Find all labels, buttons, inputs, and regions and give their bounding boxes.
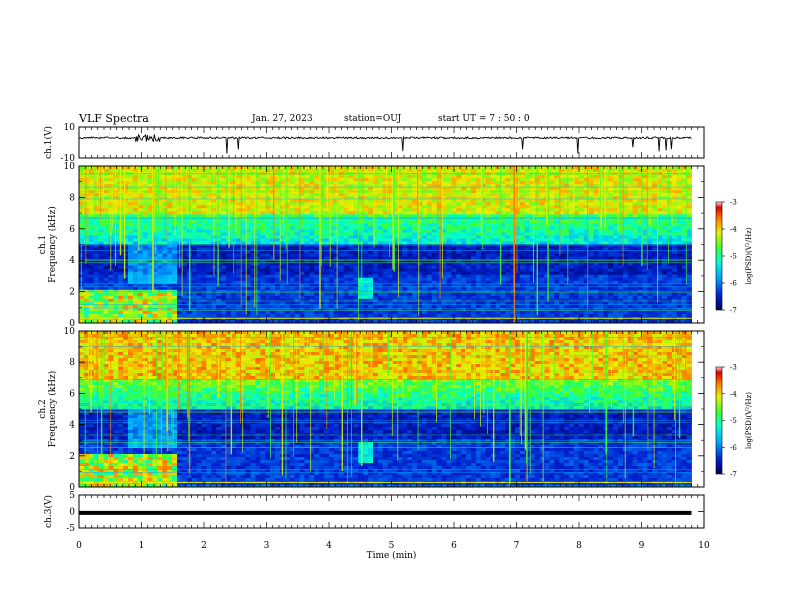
- y-axis-label: ch.1: [38, 235, 48, 254]
- colorbar: [715, 366, 723, 475]
- colorbar-label: log(PSD)(V²/Hz): [745, 392, 753, 449]
- y-tick-label: 0: [69, 319, 75, 329]
- y-tick-label: 10: [64, 162, 76, 172]
- colorbar: [715, 201, 723, 311]
- colorbar-label: log(PSD)(V²/Hz): [745, 227, 753, 284]
- chart-title: VLF Spectra: [79, 112, 149, 125]
- y-tick-label: -10: [61, 154, 76, 164]
- start-time-label: start UT = 7 : 50 : 0: [438, 114, 530, 124]
- y-tick-label: 8: [69, 358, 75, 368]
- x-axis-label: Time (min): [367, 550, 417, 561]
- colorbar-tick-label: -4: [730, 390, 737, 398]
- x-tick-label: 1: [139, 541, 145, 551]
- station-label: station=OUJ: [344, 114, 402, 124]
- y-tick-label: 0: [69, 508, 75, 518]
- x-tick-label: 7: [514, 541, 520, 551]
- spectrogram-ch1: [79, 166, 692, 324]
- colorbar-tick-label: -6: [730, 444, 737, 452]
- y-tick-label: 2: [69, 288, 75, 298]
- x-tick-label: 6: [451, 541, 457, 551]
- y-axis-label: ch.1(V): [43, 126, 54, 159]
- y-tick-label: 2: [69, 452, 75, 462]
- spectrogram-ch2: [79, 331, 692, 488]
- x-tick-label: 4: [326, 541, 332, 551]
- date-label: Jan. 27, 2023: [252, 114, 313, 124]
- colorbar-tick-label: -5: [730, 417, 737, 425]
- colorbar-tick-label: -5: [730, 253, 737, 261]
- y-tick-label: 6: [69, 225, 75, 235]
- y-tick-label: 8: [69, 193, 75, 203]
- y-axis-label: Frequency (kHz): [47, 371, 58, 448]
- y-tick-label: -5: [66, 524, 75, 534]
- x-tick-label: 5: [389, 541, 395, 551]
- colorbar-tick-label: -7: [730, 471, 737, 479]
- y-tick-label: 4: [69, 421, 75, 431]
- colorbar-tick-label: -7: [730, 307, 737, 315]
- y-axis-label: ch.3(V): [43, 495, 54, 528]
- y-tick-label: 10: [64, 327, 76, 337]
- y-tick-label: 4: [69, 256, 75, 266]
- y-tick-label: 0: [69, 483, 75, 493]
- y-tick-label: 6: [69, 389, 75, 399]
- colorbar-tick-label: -6: [730, 280, 737, 288]
- x-tick-label: 9: [639, 541, 645, 551]
- x-tick-label: 0: [76, 541, 82, 551]
- colorbar-tick-label: -3: [730, 364, 737, 372]
- y-axis-label: Frequency (kHz): [47, 206, 58, 283]
- colorbar-tick-label: -4: [730, 226, 737, 234]
- y-tick-label: 5: [69, 491, 75, 501]
- y-axis-label: ch.2: [38, 399, 48, 418]
- x-tick-label: 3: [264, 541, 270, 551]
- y-tick-label: 10: [64, 123, 76, 133]
- x-tick-label: 2: [201, 541, 207, 551]
- colorbar-tick-label: -3: [730, 199, 737, 207]
- x-tick-label: 10: [698, 541, 710, 551]
- x-tick-label: 8: [576, 541, 582, 551]
- ch1-waveform-line: [78, 133, 692, 154]
